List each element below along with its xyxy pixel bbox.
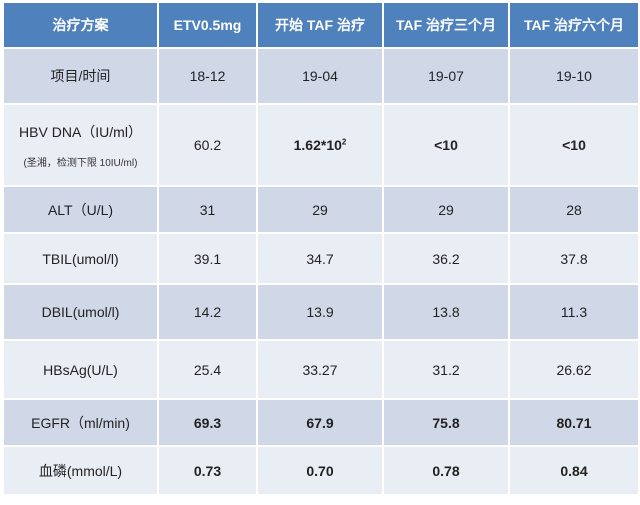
- cell-value: 26.62: [508, 339, 640, 400]
- header-etv: ETV0.5mg: [157, 1, 258, 49]
- cell-value: <10: [508, 103, 640, 187]
- row-label: DBIL(umol/l): [2, 283, 159, 341]
- cell-value: 29: [256, 185, 384, 234]
- cell-value: 25.4: [157, 339, 258, 400]
- cell-value: 19-07: [382, 47, 510, 105]
- cell-value: 29: [382, 185, 510, 234]
- cell-value-exponent: 2: [341, 137, 347, 147]
- row-label: 项目/时间: [2, 47, 159, 105]
- table-row-egfr: EGFR（ml/min) 69.3 67.9 75.8 80.71: [2, 398, 640, 447]
- cell-value: 34.7: [256, 232, 384, 285]
- lab-results-table: 治疗方案 ETV0.5mg 开始 TAF 治疗 TAF 治疗三个月 TAF 治疗…: [2, 1, 640, 496]
- cell-value: 28: [508, 185, 640, 234]
- cell-value: 36.2: [382, 232, 510, 285]
- row-label-main: HBV DNA（IU/ml）: [19, 123, 142, 140]
- lab-results-table-container: 治疗方案 ETV0.5mg 开始 TAF 治疗 TAF 治疗三个月 TAF 治疗…: [2, 1, 640, 496]
- cell-value: 13.9: [256, 283, 384, 341]
- row-label: EGFR（ml/min): [2, 398, 159, 447]
- header-row: 治疗方案 ETV0.5mg 开始 TAF 治疗 TAF 治疗三个月 TAF 治疗…: [2, 1, 640, 49]
- cell-value: 0.70: [256, 445, 384, 496]
- table-row-item-time: 项目/时间 18-12 19-04 19-07 19-10: [2, 47, 640, 105]
- cell-value: 18-12: [157, 47, 258, 105]
- row-label: ALT（U/L): [2, 185, 159, 234]
- cell-value: 13.8: [382, 283, 510, 341]
- cell-value: 60.2: [157, 103, 258, 187]
- cell-value: <10: [382, 103, 510, 187]
- row-label-note: (圣湘，检测下限 10IU/ml): [23, 157, 138, 169]
- cell-value: 0.78: [382, 445, 510, 496]
- cell-value: 31: [157, 185, 258, 234]
- header-treatment-plan: 治疗方案: [2, 1, 159, 49]
- row-label: HBV DNA（IU/ml） (圣湘，检测下限 10IU/ml): [2, 103, 159, 187]
- cell-value: 1.62*102: [256, 103, 384, 187]
- table-row-tbil: TBIL(umol/l) 39.1 34.7 36.2 37.8: [2, 232, 640, 285]
- header-taf-start: 开始 TAF 治疗: [256, 1, 384, 49]
- row-label: TBIL(umol/l): [2, 232, 159, 285]
- cell-value: 69.3: [157, 398, 258, 447]
- cell-value: 14.2: [157, 283, 258, 341]
- table-row-alt: ALT（U/L) 31 29 29 28: [2, 185, 640, 234]
- cell-value: 75.8: [382, 398, 510, 447]
- cell-value: 67.9: [256, 398, 384, 447]
- cell-value: 37.8: [508, 232, 640, 285]
- table-row-hbv-dna: HBV DNA（IU/ml） (圣湘，检测下限 10IU/ml) 60.2 1.…: [2, 103, 640, 187]
- cell-value-base: 1.62*10: [293, 137, 342, 153]
- row-label: 血磷(mmol/L): [2, 445, 159, 496]
- table-row-dbil: DBIL(umol/l) 14.2 13.9 13.8 11.3: [2, 283, 640, 341]
- row-label: HBsAg(U/L): [2, 339, 159, 400]
- header-taf-6-months: TAF 治疗六个月: [508, 1, 640, 49]
- cell-value: 33.27: [256, 339, 384, 400]
- cell-value: 11.3: [508, 283, 640, 341]
- table-row-hbsag: HBsAg(U/L) 25.4 33.27 31.2 26.62: [2, 339, 640, 400]
- cell-value: 31.2: [382, 339, 510, 400]
- cell-value: 80.71: [508, 398, 640, 447]
- table-row-serum-phosphorus: 血磷(mmol/L) 0.73 0.70 0.78 0.84: [2, 445, 640, 496]
- header-taf-3-months: TAF 治疗三个月: [382, 1, 510, 49]
- cell-value: 0.84: [508, 445, 640, 496]
- cell-value: 19-10: [508, 47, 640, 105]
- cell-value: 0.73: [157, 445, 258, 496]
- cell-value: 39.1: [157, 232, 258, 285]
- cell-value: 19-04: [256, 47, 384, 105]
